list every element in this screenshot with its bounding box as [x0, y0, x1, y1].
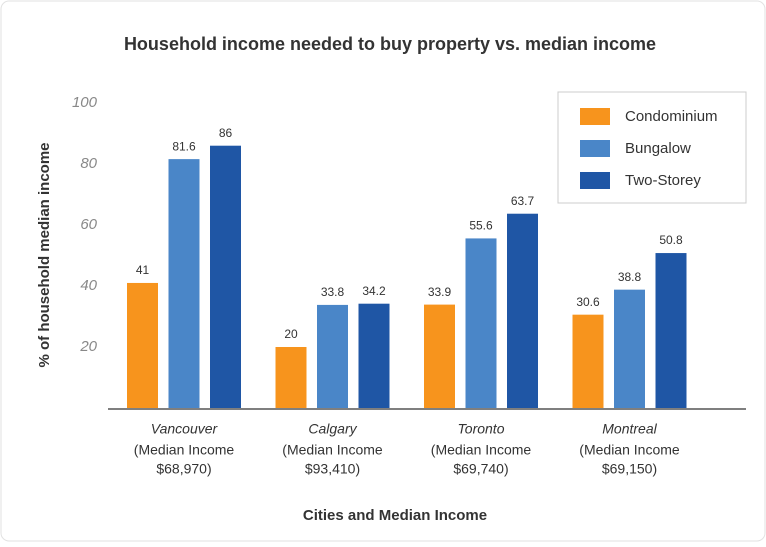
- x-tick-label: Montreal: [602, 421, 657, 437]
- value-label: 34.2: [362, 284, 386, 298]
- x-tick-sublabel: $69,150): [602, 461, 657, 477]
- y-tick-label: 100: [72, 94, 98, 111]
- bar: [358, 303, 390, 408]
- bar: [210, 145, 241, 408]
- x-axis-title: Cities and Median Income: [303, 507, 487, 524]
- value-label: 55.6: [469, 219, 493, 233]
- legend-label: Two-Storey: [625, 172, 701, 189]
- value-label: 50.8: [659, 233, 683, 247]
- bar: [614, 289, 645, 408]
- x-tick-sublabel: (Median Income: [282, 442, 383, 458]
- y-tick-label: 40: [80, 277, 97, 294]
- x-tick-label: Vancouver: [151, 421, 219, 437]
- x-tick-sublabel: $93,410): [305, 461, 360, 477]
- bar: [275, 347, 307, 408]
- value-label: 86: [219, 126, 233, 140]
- value-label: 81.6: [172, 139, 196, 153]
- value-label: 63.7: [511, 194, 535, 208]
- bar: [655, 253, 687, 408]
- value-label: 41: [136, 263, 150, 277]
- legend-swatch: [580, 172, 610, 189]
- bar: [572, 314, 604, 408]
- bar: [424, 304, 455, 408]
- value-label: 30.6: [576, 295, 600, 309]
- bar: [127, 282, 158, 408]
- legend-label: Condominium: [625, 108, 718, 125]
- value-label: 33.8: [321, 285, 345, 299]
- bar: [168, 159, 200, 408]
- value-label: 33.9: [428, 285, 452, 299]
- x-tick-sublabel: $68,970): [156, 461, 211, 477]
- bar: [317, 304, 348, 408]
- x-tick-sublabel: $69,740): [453, 461, 508, 477]
- y-tick-label: 20: [79, 338, 97, 355]
- chart-title: Household income needed to buy property …: [124, 34, 656, 54]
- bar: [465, 238, 497, 408]
- x-tick-sublabel: (Median Income: [431, 442, 532, 458]
- legend-swatch: [580, 108, 610, 125]
- x-tick-label: Toronto: [458, 421, 505, 437]
- bar: [507, 213, 538, 408]
- value-label: 38.8: [618, 270, 642, 284]
- legend-label: Bungalow: [625, 140, 691, 157]
- x-tick-sublabel: (Median Income: [134, 442, 235, 458]
- legend-swatch: [580, 140, 610, 157]
- x-tick-sublabel: (Median Income: [579, 442, 680, 458]
- y-axis-title: % of household median income: [36, 142, 53, 367]
- x-tick-label: Calgary: [308, 421, 357, 437]
- value-label: 20: [284, 327, 298, 341]
- y-tick-label: 60: [80, 216, 97, 233]
- y-tick-label: 80: [80, 155, 97, 172]
